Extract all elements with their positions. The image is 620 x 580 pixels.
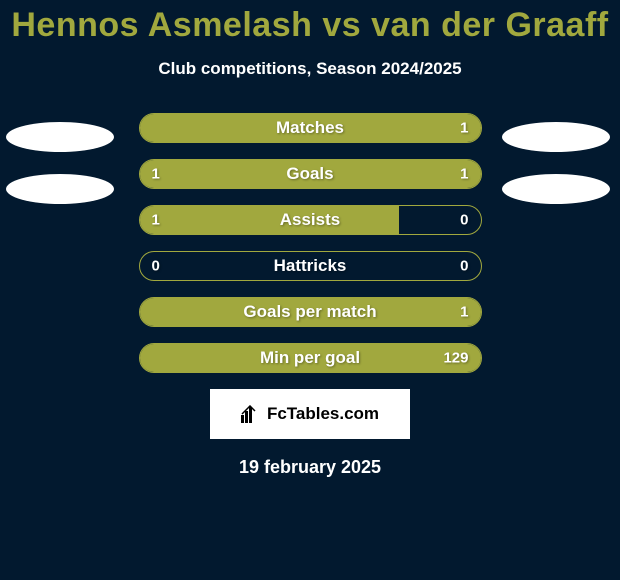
player-avatar-right-2 [502, 174, 610, 204]
stat-value-left: 0 [152, 258, 160, 275]
player-avatar-left-2 [6, 174, 114, 204]
player-avatar-right-1 [502, 122, 610, 152]
stat-row: Goals per match1 [139, 297, 482, 327]
stat-label: Hattricks [140, 256, 481, 276]
date-label: 19 february 2025 [0, 457, 620, 478]
comparison-infographic: Hennos Asmelash vs van der Graaff Club c… [0, 0, 620, 580]
bar-fill-left [140, 160, 311, 188]
subtitle: Club competitions, Season 2024/2025 [0, 59, 620, 79]
bar-fill-right [140, 344, 481, 372]
chart-icon [241, 405, 263, 423]
stat-row: Hattricks0 0 [139, 251, 482, 281]
stat-row: Goals11 [139, 159, 482, 189]
stat-row: Matches1 [139, 113, 482, 143]
stat-value-right: 0 [460, 258, 468, 275]
bar-fill-right [140, 114, 481, 142]
stat-bars: Matches1Goals11Assists10Hattricks00Goals… [139, 113, 482, 373]
bar-fill-right [310, 160, 481, 188]
logo-text: FcTables.com [267, 404, 379, 424]
page-title: Hennos Asmelash vs van der Graaff [0, 0, 620, 45]
bar-fill-left [140, 206, 399, 234]
stat-row: Assists10 [139, 205, 482, 235]
bar-fill-right [140, 298, 481, 326]
player-avatar-left-1 [6, 122, 114, 152]
stat-value-right: 0 [460, 212, 468, 229]
fctables-logo: FcTables.com [210, 389, 410, 439]
stat-row: Min per goal129 [139, 343, 482, 373]
